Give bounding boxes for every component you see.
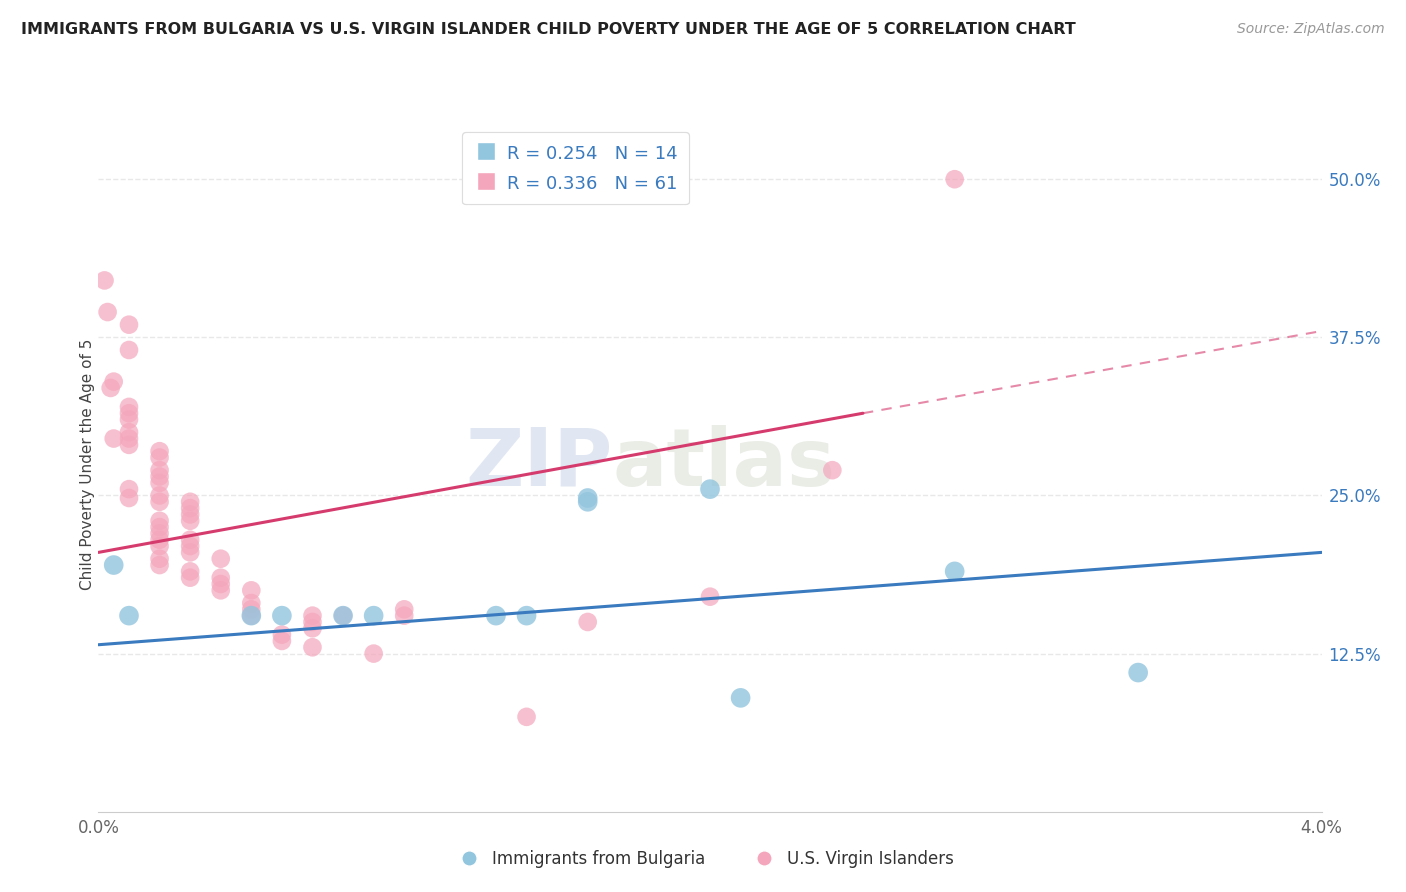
Point xyxy=(240,608,263,623)
Point xyxy=(576,615,599,629)
Point xyxy=(179,565,201,579)
Point xyxy=(943,172,966,186)
Point xyxy=(118,412,141,426)
Point xyxy=(270,608,294,623)
Point xyxy=(240,608,263,623)
Legend: Immigrants from Bulgaria, U.S. Virgin Islanders: Immigrants from Bulgaria, U.S. Virgin Is… xyxy=(446,844,960,875)
Point xyxy=(100,381,122,395)
Point xyxy=(179,495,201,509)
Point xyxy=(363,647,385,661)
Point xyxy=(240,596,263,610)
Point xyxy=(149,558,172,572)
Point xyxy=(943,565,966,579)
Point xyxy=(149,495,172,509)
Point xyxy=(730,690,752,705)
Point xyxy=(118,425,141,440)
Point xyxy=(103,558,125,572)
Point xyxy=(118,438,141,452)
Point xyxy=(392,608,416,623)
Point xyxy=(149,514,172,528)
Point xyxy=(209,571,232,585)
Point xyxy=(118,343,141,357)
Point xyxy=(301,621,323,635)
Point xyxy=(485,608,508,623)
Text: IMMIGRANTS FROM BULGARIA VS U.S. VIRGIN ISLANDER CHILD POVERTY UNDER THE AGE OF : IMMIGRANTS FROM BULGARIA VS U.S. VIRGIN … xyxy=(21,22,1076,37)
Point xyxy=(118,432,141,446)
Text: Source: ZipAtlas.com: Source: ZipAtlas.com xyxy=(1237,22,1385,37)
Point xyxy=(149,469,172,483)
Point xyxy=(209,577,232,591)
Point xyxy=(97,305,120,319)
Y-axis label: Child Poverty Under the Age of 5: Child Poverty Under the Age of 5 xyxy=(80,338,94,590)
Point xyxy=(149,444,172,458)
Legend: R = 0.254   N = 14, R = 0.336   N = 61: R = 0.254 N = 14, R = 0.336 N = 61 xyxy=(463,132,689,204)
Point xyxy=(118,491,141,505)
Point xyxy=(149,463,172,477)
Point xyxy=(118,406,141,420)
Point xyxy=(149,488,172,502)
Point xyxy=(179,545,201,559)
Point xyxy=(149,526,172,541)
Point xyxy=(118,608,141,623)
Point xyxy=(118,482,141,496)
Point xyxy=(392,602,416,616)
Point xyxy=(179,508,201,522)
Point xyxy=(240,583,263,598)
Text: ZIP: ZIP xyxy=(465,425,612,503)
Point xyxy=(576,495,599,509)
Point xyxy=(149,533,172,547)
Point xyxy=(301,608,323,623)
Point xyxy=(149,551,172,566)
Point xyxy=(821,463,844,477)
Point xyxy=(699,482,721,496)
Point xyxy=(118,318,141,332)
Point xyxy=(516,710,538,724)
Point xyxy=(103,375,125,389)
Point xyxy=(363,608,385,623)
Point xyxy=(699,590,721,604)
Point xyxy=(179,533,201,547)
Point xyxy=(103,432,125,446)
Point xyxy=(270,627,294,641)
Point xyxy=(270,634,294,648)
Point xyxy=(149,539,172,553)
Point xyxy=(179,501,201,516)
Point xyxy=(1128,665,1150,680)
Point xyxy=(240,602,263,616)
Point xyxy=(332,608,354,623)
Point xyxy=(179,539,201,553)
Point xyxy=(149,475,172,490)
Point xyxy=(332,608,354,623)
Point xyxy=(209,551,232,566)
Point xyxy=(516,608,538,623)
Point xyxy=(93,273,115,287)
Point xyxy=(179,514,201,528)
Point xyxy=(149,450,172,465)
Text: atlas: atlas xyxy=(612,425,835,503)
Point xyxy=(179,571,201,585)
Point xyxy=(149,520,172,534)
Point xyxy=(301,615,323,629)
Point xyxy=(209,583,232,598)
Point xyxy=(576,491,599,505)
Point xyxy=(118,400,141,414)
Point xyxy=(301,640,323,655)
